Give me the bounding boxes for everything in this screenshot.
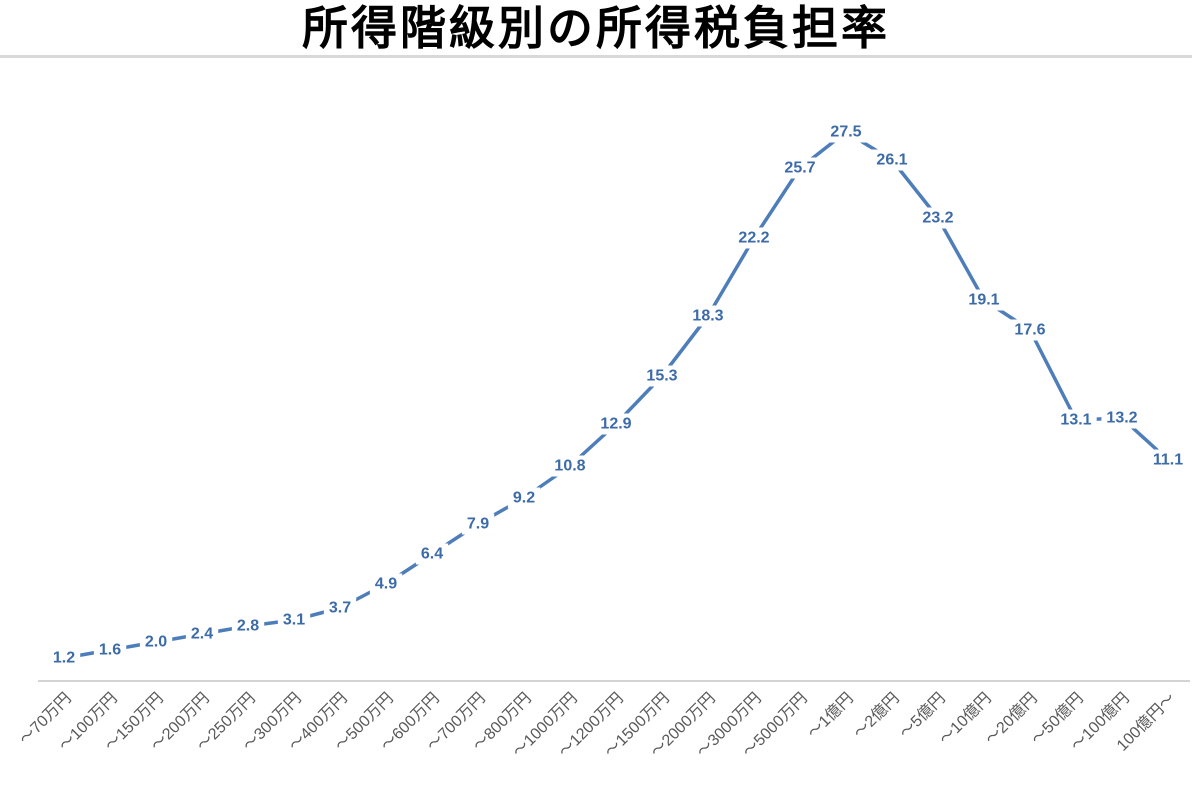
data-point-label: 12.9 bbox=[600, 416, 631, 433]
chart-title: 所得階級別の所得税負担率 bbox=[302, 2, 890, 54]
data-point-label: 11.1 bbox=[1153, 452, 1183, 469]
data-point-label-mask bbox=[461, 513, 495, 535]
data-point-label: 4.9 bbox=[375, 576, 397, 593]
series-line bbox=[62, 130, 1170, 660]
x-axis-label: ～1億円 bbox=[804, 689, 857, 742]
data-point-label: 2.0 bbox=[145, 634, 167, 651]
data-point-label-mask bbox=[641, 365, 683, 387]
data-point-label-mask bbox=[871, 149, 913, 171]
data-point-label: 26.1 bbox=[876, 152, 907, 169]
data-point-label-mask bbox=[415, 543, 449, 565]
data-point-label-mask bbox=[323, 597, 357, 619]
data-point-label-mask bbox=[1101, 407, 1143, 429]
data-point-label-mask bbox=[733, 227, 775, 249]
data-point-label-mask bbox=[231, 615, 265, 637]
data-point-label-mask bbox=[93, 639, 127, 661]
data-point-label: 7.9 bbox=[467, 516, 489, 533]
data-point-label-mask bbox=[549, 455, 591, 477]
data-point-label: 3.7 bbox=[329, 600, 351, 617]
data-point-label-mask bbox=[825, 121, 867, 143]
data-point-label: 2.4 bbox=[191, 626, 213, 643]
data-point-label: 1.2 bbox=[53, 650, 75, 667]
data-point-label-mask bbox=[687, 305, 729, 327]
data-point-label-mask bbox=[1009, 319, 1051, 341]
data-point-label-mask bbox=[779, 157, 821, 179]
data-point-label: 3.1 bbox=[283, 612, 305, 629]
data-point-label-mask bbox=[1147, 449, 1189, 471]
data-point-label: 13.1 bbox=[1060, 412, 1091, 429]
data-point-label: 18.3 bbox=[692, 308, 723, 325]
data-point-label-mask bbox=[595, 413, 637, 435]
data-point-label: 25.7 bbox=[784, 160, 815, 177]
data-point-label: 23.2 bbox=[922, 210, 953, 227]
data-point-label: 9.2 bbox=[513, 490, 535, 507]
data-point-label-mask bbox=[139, 631, 173, 653]
data-point-label-mask bbox=[277, 609, 311, 631]
data-point-label: 1.6 bbox=[99, 642, 121, 659]
data-point-label: 13.2 bbox=[1106, 410, 1137, 427]
data-point-label: 6.4 bbox=[421, 546, 443, 563]
data-point-label: 27.5 bbox=[830, 124, 861, 141]
data-point-label-mask bbox=[507, 487, 541, 509]
data-point-label: 17.6 bbox=[1014, 322, 1045, 339]
data-point-label: 10.8 bbox=[554, 458, 585, 475]
data-point-label: 19.1 bbox=[968, 292, 999, 309]
data-point-label-mask bbox=[963, 289, 1005, 311]
data-point-label: 15.3 bbox=[646, 368, 677, 385]
data-point-label-mask bbox=[917, 207, 959, 229]
data-point-label-mask bbox=[369, 573, 403, 595]
data-point-label: 2.8 bbox=[237, 618, 259, 635]
data-point-label-mask bbox=[1055, 409, 1097, 431]
data-point-label-mask bbox=[185, 623, 219, 645]
title-divider bbox=[0, 55, 1192, 58]
data-point-label-mask bbox=[47, 647, 81, 669]
x-axis-label: ～2億円 bbox=[850, 689, 903, 742]
data-point-label: 22.2 bbox=[738, 230, 769, 247]
